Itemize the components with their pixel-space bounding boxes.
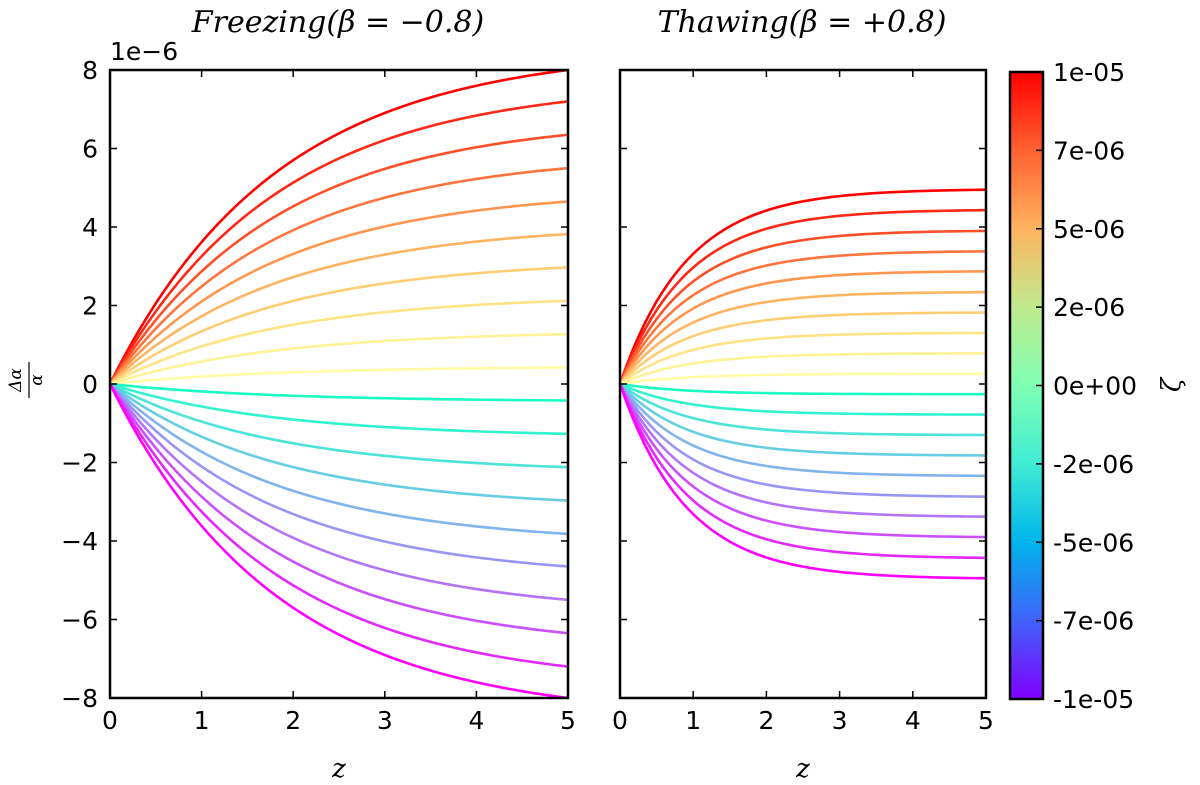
x-tick-label: 0 <box>612 706 628 735</box>
y-tick-label: −2 <box>61 449 98 478</box>
series-line <box>108 383 569 668</box>
colorbar-gradient <box>1008 70 1045 701</box>
series-line <box>109 200 569 385</box>
x-tick-label: 1 <box>194 706 210 735</box>
colorbar-tick-label: 5e-06 <box>1053 215 1125 244</box>
colorbar: 1e-05 7e-06 5e-06 2e-06 0e+00 -2e-06 -5e-06 -7e… <box>1008 58 1187 714</box>
series-line <box>619 352 987 386</box>
y-tick-label: 0 <box>82 370 98 399</box>
ylabel-denominator: α <box>27 374 47 386</box>
series-line <box>618 383 987 518</box>
x-tick-label: 5 <box>978 706 994 735</box>
x-tick-label: 3 <box>377 706 393 735</box>
series-line <box>619 382 987 416</box>
series-line <box>108 383 569 700</box>
left-panel: Freezing(β = −0.8) 1e−6 0 1 2 3 4 5 −8 −6 −4 −2 0 2… <box>6 5 576 784</box>
right-xlabel: z <box>795 754 810 784</box>
x-tick-label: 0 <box>102 706 118 735</box>
x-tick-label: 2 <box>758 706 774 735</box>
y-tick-label: 2 <box>82 292 98 321</box>
series-line <box>108 166 569 385</box>
x-tick-label: 4 <box>468 706 484 735</box>
right-panel: Thawing(β = +0.8) 0 1 2 3 4 5 z <box>612 5 994 784</box>
colorbar-tick-label: 2e-06 <box>1053 293 1125 322</box>
colorbar-tick-label: -7e-06 <box>1053 607 1134 636</box>
series-line <box>618 208 987 385</box>
series-line <box>109 382 569 436</box>
colorbar-tick-label: -5e-06 <box>1053 528 1134 557</box>
series-line <box>618 229 987 385</box>
y-tick-label: 4 <box>82 213 98 242</box>
x-tick-label: 4 <box>905 706 921 735</box>
series-line <box>109 366 569 386</box>
y-tick-label: 8 <box>82 56 98 85</box>
series-line <box>109 383 569 568</box>
series-line <box>109 266 569 386</box>
series-line <box>618 383 987 539</box>
series-line <box>108 383 569 602</box>
series-line <box>109 383 569 536</box>
left-series-group <box>108 68 569 700</box>
x-tick-label: 2 <box>285 706 301 735</box>
series-line <box>618 383 987 560</box>
x-tick-label: 1 <box>685 706 701 735</box>
series-line <box>618 188 987 385</box>
left-title: Freezing(β = −0.8) <box>191 5 484 40</box>
right-series-group <box>618 188 987 580</box>
left-ticks: 0 1 2 3 4 5 −8 −6 −4 −2 0 2 4 6 8 <box>61 56 576 735</box>
series-line <box>619 382 986 396</box>
series-line <box>618 383 987 580</box>
series-line <box>109 382 569 502</box>
series-line <box>619 331 987 386</box>
series-line <box>109 382 569 402</box>
series-line <box>619 311 987 385</box>
series-line <box>618 290 987 385</box>
y-tick-label: −6 <box>61 606 98 635</box>
y-tick-label: 6 <box>82 135 98 164</box>
series-line <box>618 250 987 385</box>
series-line <box>619 383 987 457</box>
series-line <box>108 383 569 635</box>
series-line <box>109 382 569 469</box>
x-tick-label: 5 <box>560 706 576 735</box>
colorbar-ticks: 1e-05 7e-06 5e-06 2e-06 0e+00 -2e-06 -5e-06 -7e… <box>1036 58 1137 714</box>
right-ticks: 0 1 2 3 4 5 <box>612 69 994 735</box>
series-line <box>109 299 569 386</box>
left-plot-frame <box>108 68 570 700</box>
series-line <box>109 232 569 385</box>
y-tick-label: −4 <box>61 527 98 556</box>
y-tick-label: −8 <box>61 684 98 713</box>
colorbar-tick-label: 7e-06 <box>1053 136 1125 165</box>
series-line <box>618 270 987 385</box>
colorbar-tick-label: 1e-05 <box>1053 58 1125 87</box>
ylabel-numerator: Δα <box>6 368 26 393</box>
right-plot-frame <box>618 68 988 700</box>
colorbar-tick-label: -1e-05 <box>1053 685 1134 714</box>
left-xlabel: z <box>331 754 346 784</box>
right-title: Thawing(β = +0.8) <box>658 5 947 40</box>
series-line <box>619 382 987 437</box>
colorbar-label: ζ <box>1157 376 1187 392</box>
left-ylabel: Δα α <box>6 362 47 398</box>
y-offset-text: 1e−6 <box>110 37 178 66</box>
series-line <box>108 100 569 385</box>
series-line <box>618 383 987 498</box>
series-line <box>618 383 987 478</box>
colorbar-tick-label: -2e-06 <box>1053 450 1134 479</box>
x-tick-label: 3 <box>832 706 848 735</box>
series-line <box>619 372 986 386</box>
series-line <box>109 332 569 386</box>
series-line <box>108 133 569 385</box>
colorbar-tick-label: 0e+00 <box>1053 372 1137 401</box>
series-line <box>108 68 569 385</box>
